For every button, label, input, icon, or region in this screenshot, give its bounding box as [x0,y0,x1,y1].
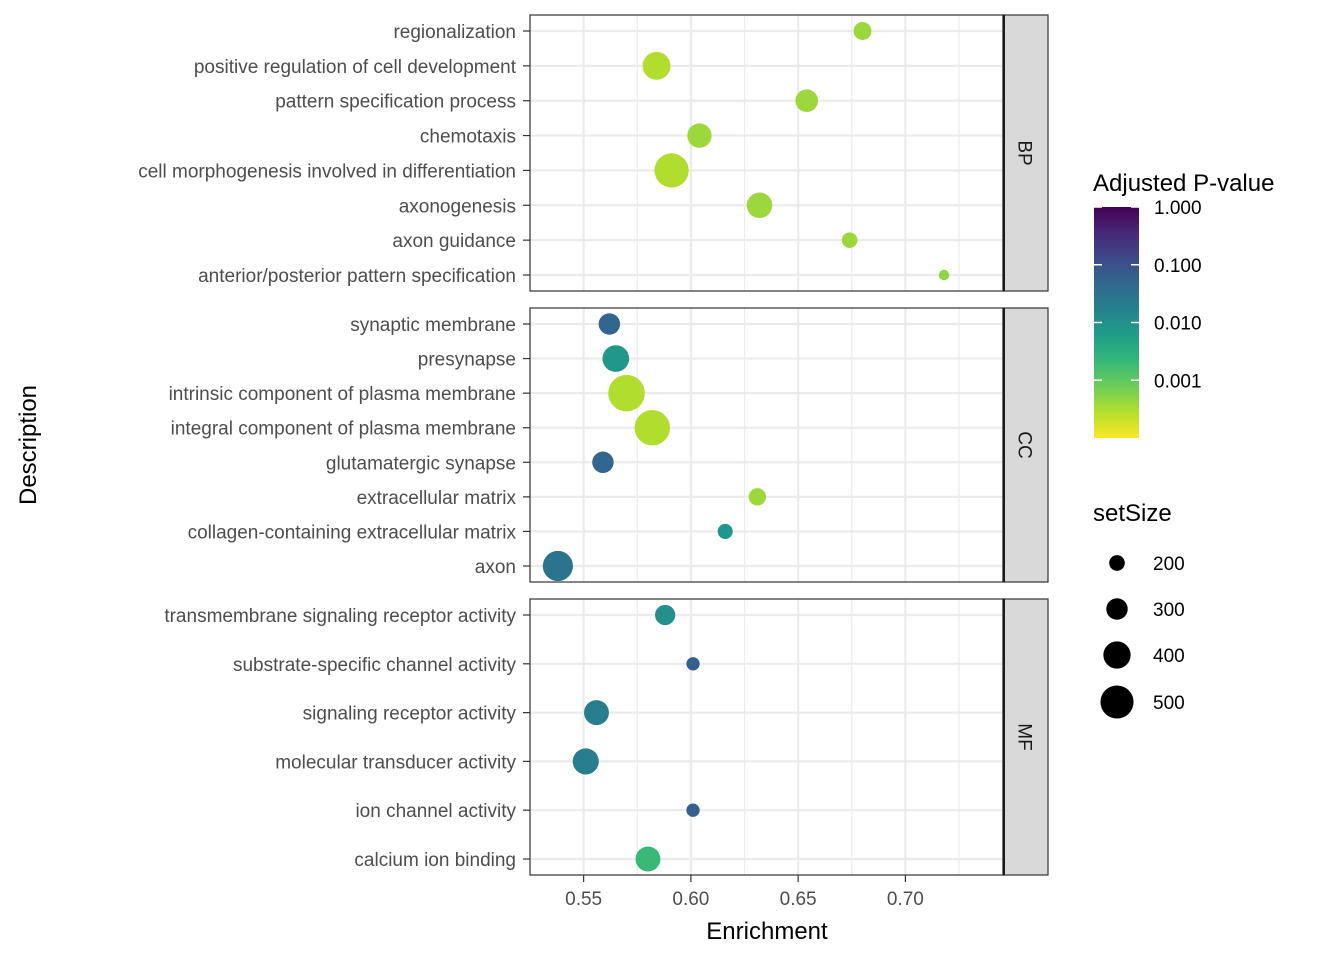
facet-panel-cc: synaptic membrane presynapse intrinsic com… [169,307,1049,583]
color-legend-title: Adjusted P-value [1093,170,1274,197]
y-tick-label: axonogenesis [399,196,516,217]
facet-strip-label: CC [1014,431,1035,458]
y-tick-label: ion channel activity [355,801,516,822]
y-tick-label: presynapse [418,350,516,371]
y-tick-label: transmembrane signaling receptor activit… [164,606,516,627]
y-tick-label: substrate-specific channel activity [233,655,517,676]
y-tick-label: extracellular matrix [357,488,517,509]
color-legend-label: 1.000 [1154,198,1202,219]
color-legend-label: 0.001 [1154,371,1202,392]
y-tick-label: regionalization [393,22,516,43]
facet-strip-label: BP [1014,140,1035,165]
data-point [717,523,733,539]
y-tick-label: integral component of plasma membrane [171,419,516,440]
y-tick-label: axon [475,557,516,578]
size-legend-label: 300 [1153,600,1185,621]
size-legend-key [1100,685,1134,719]
y-tick-label: glutamatergic synapse [326,453,516,474]
panel-background [530,599,1003,875]
color-legend-label: 0.010 [1154,314,1202,335]
data-point [654,153,689,188]
y-tick-label: molecular transducer activity [275,752,516,773]
facet-strip [1002,14,1049,292]
y-tick-label: collagen-containing extracellular matrix [188,522,517,543]
size-legend-key [1106,598,1128,620]
y-tick-label: positive regulation of cell development [194,57,517,78]
data-point [687,123,712,148]
panel-background [530,15,1003,291]
data-point [584,700,609,726]
size-legend: setSize 200 300 400 500 [1093,500,1185,719]
facet-strip-label: MF [1014,723,1035,750]
size-legend-label: 400 [1153,646,1185,667]
data-point [853,22,872,40]
facet-panel-bp: regionalization positive regulation of ce… [138,14,1049,292]
data-point [602,345,630,372]
y-tick-label: cell morphogenesis involved in different… [138,161,516,182]
y-tick-label: signaling receptor activity [303,704,517,725]
x-tick-label: 0.55 [565,889,602,910]
data-point [686,657,700,671]
size-legend-label: 200 [1153,554,1185,575]
x-tick-label: 0.65 [780,889,817,910]
x-axis: 0.55 0.60 0.65 0.70 [565,875,924,910]
facet-strip [1002,598,1049,876]
y-tick-label: calcium ion binding [354,850,516,871]
data-point [542,550,573,582]
data-point [598,313,621,335]
panel-background [530,308,1003,582]
x-tick-label: 0.70 [887,889,924,910]
data-point [746,192,773,219]
size-legend-title: setSize [1093,500,1172,527]
data-point [642,51,671,80]
data-point [654,604,676,626]
y-tick-label: pattern specification process [275,92,516,113]
facet-panel-mf: transmembrane signaling receptor activit… [164,598,1049,876]
data-point [634,410,670,446]
data-point [795,89,819,113]
y-tick-label: anterior/posterior pattern specification [198,266,516,287]
size-legend-label: 500 [1153,693,1185,714]
data-point [572,748,599,775]
data-point [592,451,614,474]
x-tick-label: 0.60 [672,889,709,910]
size-legend-key [1103,641,1131,669]
data-point [938,269,950,281]
facet-strip [1002,307,1049,583]
y-axis-title: Description [15,385,42,505]
y-tick-label: axon guidance [392,231,516,252]
y-tick-label: synaptic membrane [350,315,516,336]
data-point [686,803,700,817]
color-legend: Adjusted P-value 1.000 0.100 0.010 0.001 [1093,170,1274,438]
y-tick-label: intrinsic component of plasma membrane [169,384,516,405]
y-tick-label: chemotaxis [420,127,516,148]
data-point [748,488,767,506]
data-point [841,232,858,248]
facet-panels: regionalization positive regulation of ce… [138,14,1049,876]
data-point [635,846,661,872]
data-point [608,374,645,412]
size-legend-key [1109,555,1125,571]
x-axis-title: Enrichment [706,918,828,945]
color-legend-label: 0.100 [1154,256,1202,277]
